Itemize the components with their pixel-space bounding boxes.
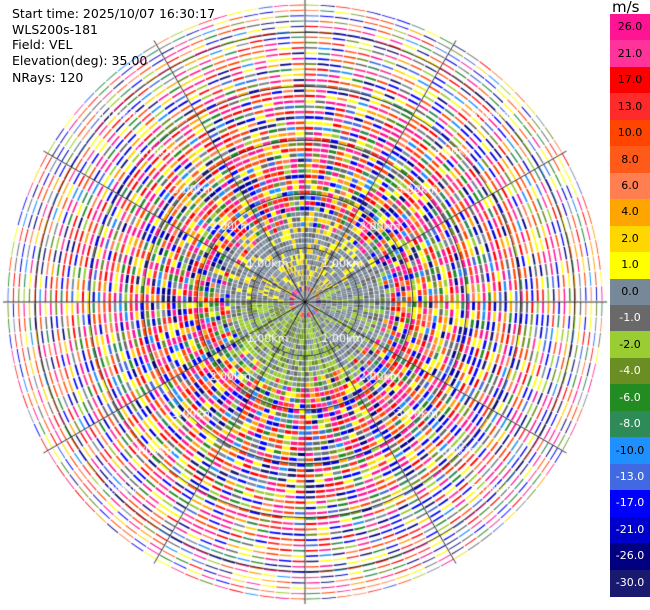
colorbar-tick-label: 0.0 [621, 284, 639, 298]
colorbar-tick-label: 6.0 [621, 178, 639, 192]
colorbar-tick-label: -6.0 [619, 390, 641, 404]
field-text: Field: VEL [12, 37, 73, 52]
colorbar-cell [610, 569, 650, 597]
colorbar-cell [610, 199, 650, 227]
colorbar-cell [610, 225, 650, 253]
colorbar-cell [610, 14, 650, 41]
colorbar-cell [610, 146, 650, 174]
colorbar-tick-label: 2.0 [621, 231, 639, 245]
colorbar-cell [610, 119, 650, 147]
colorbar-cell [610, 252, 650, 280]
colorbar-tick-label: -21.0 [615, 522, 645, 536]
colorbar-tick-label: -26.0 [615, 549, 645, 563]
colorbar-cell [610, 384, 650, 412]
colorbar-tick-label: -13.0 [615, 469, 645, 483]
colorbar-tick-label: 1.0 [621, 258, 639, 272]
colorbar-cell [610, 40, 650, 68]
colorbar-tick-label: -30.0 [615, 575, 645, 589]
colorbar-tick-label: 4.0 [621, 205, 639, 219]
colorbar-unit: m/s [612, 0, 640, 16]
colorbar-tick-label: -8.0 [619, 417, 641, 431]
nrays-text: NRays: 120 [12, 70, 84, 85]
colorbar-cell [610, 516, 650, 544]
start-time-text: Start time: 2025/10/07 16:30:17 [12, 6, 216, 21]
colorbar-tick-label: 21.0 [617, 46, 643, 60]
colorbar-tick-label: 26.0 [617, 20, 643, 34]
colorbar-cell [610, 172, 650, 200]
elevation-text: Elevation(deg): 35.00 [12, 53, 148, 68]
colorbar-cell [610, 331, 650, 359]
colorbar-tick-label: -17.0 [615, 496, 645, 510]
colorbar-tick-label: -4.0 [619, 364, 641, 378]
site-text: WLS200s-181 [12, 22, 98, 37]
colorbar-cell [610, 490, 650, 518]
colorbar-tick-label: 17.0 [617, 73, 643, 87]
colorbar-tick-label: 10.0 [617, 126, 643, 140]
colorbar-tick-label: 8.0 [621, 152, 639, 166]
colorbar-tick-label: -2.0 [619, 337, 641, 351]
colorbar-cell [610, 93, 650, 121]
colorbar-cell [610, 410, 650, 438]
colorbar-cell [610, 66, 650, 94]
ppi-plot [0, 0, 609, 610]
colorbar-tick-label: -10.0 [615, 443, 645, 457]
colorbar-cell [610, 305, 650, 332]
colorbar-cell [610, 437, 650, 465]
colorbar-tick-label: 13.0 [617, 99, 643, 113]
colorbar-cell [610, 463, 650, 491]
colorbar-tick-label: -1.0 [619, 311, 641, 325]
colorbar-cell [610, 278, 650, 306]
colorbar-cell [610, 543, 650, 571]
colorbar-cell [610, 357, 650, 385]
